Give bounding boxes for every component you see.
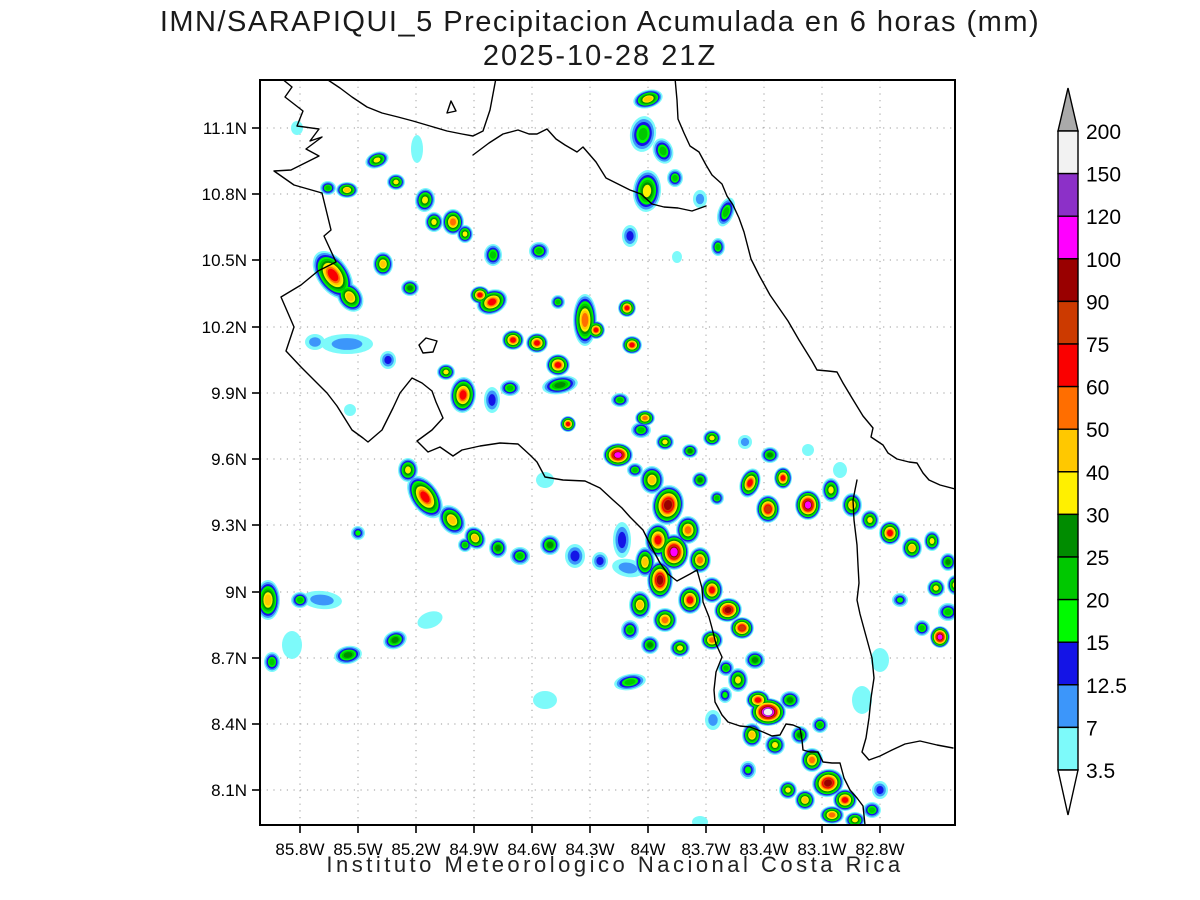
y-tick-label: 9.9N [211,384,247,403]
x-tick-label: 84.3W [565,840,614,859]
y-tick-label: 9.6N [211,450,247,469]
colorbar-label: 100 [1086,249,1121,272]
x-tick-label: 85.8W [275,840,324,859]
colorbar-label: 50 [1086,419,1109,442]
plot-title: IMN/SARAPIQUI_5 Precipitacion Acumulada … [159,6,1041,38]
y-tick-label: 10.8N [202,185,247,204]
x-tick-label: 82.8W [855,840,904,859]
plot-subtitle-date: 2025-10-28 21Z [482,40,718,72]
y-tick-label: 9.3N [211,516,247,535]
colorbar-label: 200 [1086,121,1121,144]
colorbar-label: 60 [1086,377,1109,400]
colorbar-over-arrow [1057,87,1079,132]
colorbar-under-arrow [1057,769,1079,816]
map-frame [259,79,956,826]
y-tick-label: 10.5N [202,251,247,270]
colorbar-label: 150 [1086,164,1121,187]
x-tick-label: 84W [631,840,666,859]
x-tick-label: 84.6W [507,840,556,859]
y-tick-label: 10.2N [202,318,247,337]
colorbar-label: 40 [1086,462,1109,485]
y-tick-label: 8.7N [211,649,247,668]
institution-caption: Instituto Meteorologico Nacional Costa R… [326,852,904,877]
colorbar-label: 75 [1086,334,1109,357]
y-tick-label: 8.1N [211,781,247,800]
y-tick-label: 8.4N [211,715,247,734]
x-tick-label: 84.9W [449,840,498,859]
colorbar-label: 90 [1086,291,1109,314]
y-tick-label: 9N [225,583,247,602]
colorbar-label: 30 [1086,504,1109,527]
colorbar: 200 150 120 100 90 75 60 50 40 30 25 20 15 12.5 7 3.5 [1057,87,1127,816]
colorbar-label: 7 [1086,717,1098,740]
colorbar-label: 3.5 [1086,760,1115,783]
x-tick-label: 85.2W [391,840,440,859]
x-tick-label: 85.5W [333,840,382,859]
colorbar-label: 25 [1086,547,1109,570]
colorbar-label: 15 [1086,632,1109,655]
y-tick-label: 11.1N [203,119,247,138]
x-tick-label: 83.1W [797,840,846,859]
colorbar-label: 120 [1086,206,1121,229]
colorbar-label: 20 [1086,590,1109,613]
x-tick-label: 83.4W [739,840,788,859]
precipitation-shaded-contours [260,89,955,825]
x-tick-label: 83.7W [681,840,730,859]
colorbar-label: 12.5 [1086,675,1127,698]
coastline-borders [273,80,955,825]
axes: 85.8W 85.5W 85.2W 84.9W 84.6W 84.3W 84W 83.7W 83… [202,119,905,859]
